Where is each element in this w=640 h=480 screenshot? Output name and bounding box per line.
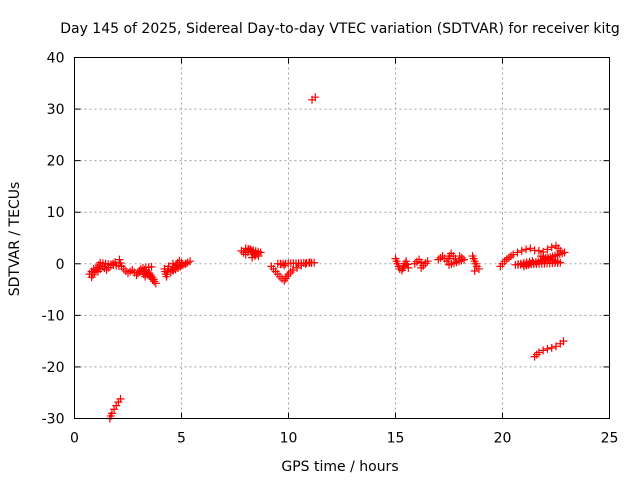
data-point [534, 348, 543, 357]
x-tick-label: 10 [280, 431, 298, 447]
data-point [513, 248, 522, 257]
data-point [417, 263, 426, 272]
y-tick-label: 40 [47, 51, 65, 67]
data-point [547, 243, 556, 252]
x-axis-label: GPS time / hours [281, 459, 398, 475]
x-tick-label: 15 [387, 431, 405, 447]
data-point [445, 260, 453, 269]
x-tick-label: 20 [494, 431, 512, 447]
data-point [470, 267, 479, 276]
data-point [522, 245, 531, 254]
axis-ticks: 0 5 10 15 20 25 -30 -20 -10 0 10 20 30 40 [42, 51, 619, 447]
data-point [526, 244, 535, 253]
data-point [175, 256, 184, 265]
data-point [248, 253, 257, 262]
data-point [547, 343, 556, 352]
y-tick-label: 20 [47, 154, 65, 170]
data-point [474, 264, 483, 273]
chart-title: Day 145 of 2025, Sidereal Day-to-day VTE… [60, 21, 620, 37]
y-tick-label: -10 [42, 308, 65, 324]
y-tick-label: -30 [42, 412, 65, 428]
data-point [107, 409, 116, 418]
data-point [116, 394, 125, 403]
data-point [552, 342, 560, 351]
data-point [133, 269, 142, 278]
data-point [539, 346, 548, 355]
data-point [280, 261, 289, 270]
data-point [397, 266, 406, 275]
data-point [534, 246, 543, 255]
y-axis-label: SDTVAR / TECUs [7, 182, 23, 297]
x-tick-label: 5 [177, 431, 186, 447]
data-point [543, 344, 552, 353]
data-point [288, 265, 297, 274]
data-point [293, 263, 302, 272]
y-tick-label: -20 [42, 360, 65, 376]
data-point [301, 259, 310, 268]
data-point [147, 262, 156, 271]
data-point [132, 271, 141, 280]
data-point [517, 246, 526, 255]
data-point [87, 273, 96, 282]
data-point [559, 337, 568, 346]
data-point [509, 250, 518, 259]
data-points [85, 93, 569, 423]
data-point [537, 252, 546, 261]
y-tick-label: 30 [47, 102, 65, 118]
data-point [311, 93, 320, 102]
data-point [543, 245, 552, 254]
x-tick-label: 0 [70, 431, 79, 447]
y-tick-label: 0 [56, 257, 65, 273]
y-tick-label: 10 [47, 205, 65, 221]
x-tick-label: 25 [601, 431, 619, 447]
plot-border [74, 57, 610, 419]
data-point [164, 262, 173, 271]
